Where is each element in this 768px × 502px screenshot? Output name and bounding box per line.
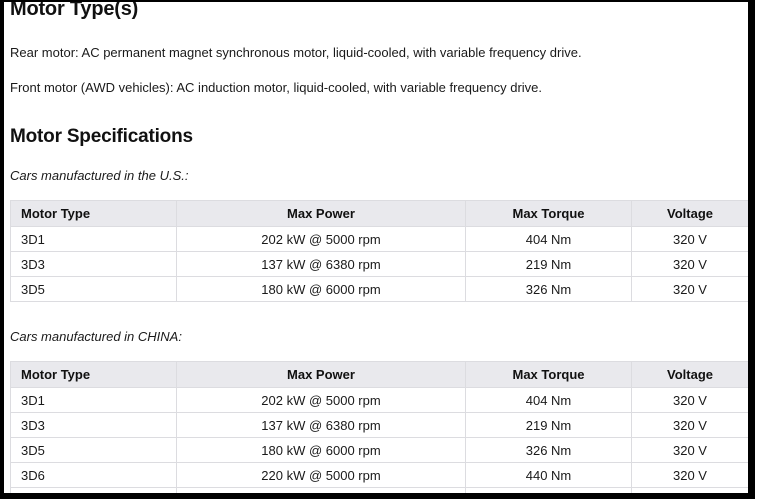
cell-voltage: 320 V xyxy=(631,437,748,463)
cell-motor-type: 3D5 xyxy=(10,437,177,463)
cell-voltage: 320 V xyxy=(631,412,748,438)
table-row: 3D5 180 kW @ 6000 rpm 326 Nm 320 V xyxy=(10,276,748,302)
cell-motor-type: 3D3 xyxy=(10,412,177,438)
cell-max-power: 202 kW @ 5000 rpm xyxy=(176,387,466,413)
table-header-china: Motor Type Max Power Max Torque Voltage xyxy=(10,361,748,388)
window-frame-left xyxy=(0,0,4,502)
cell-motor-type: 3D1 xyxy=(10,387,177,413)
column-header-voltage: Voltage xyxy=(631,361,748,388)
cell-max-torque: 326 Nm xyxy=(465,437,632,463)
front-motor-description: Front motor (AWD vehicles): AC induction… xyxy=(10,80,543,95)
cell-max-torque: 440 Nm xyxy=(465,462,632,488)
column-header-voltage: Voltage xyxy=(631,200,748,227)
table-header-row: Motor Type Max Power Max Torque Voltage xyxy=(10,361,748,388)
cell-max-torque: 404 Nm xyxy=(465,387,632,413)
table-row: 3D7 194 kW @ 5400 rpm 340 Nm 320 V xyxy=(10,487,748,493)
caption-china-table: Cars manufactured in CHINA: xyxy=(10,329,182,344)
cell-voltage: 320 V xyxy=(631,251,748,277)
cell-max-power: 137 kW @ 6380 rpm xyxy=(176,251,466,277)
spacer xyxy=(10,96,742,124)
spacer xyxy=(10,345,742,361)
motor-specs-table-us: Motor Type Max Power Max Torque Voltage … xyxy=(10,200,748,302)
cell-max-power: 180 kW @ 6000 rpm xyxy=(176,437,466,463)
table-row: 3D5 180 kW @ 6000 rpm 326 Nm 320 V xyxy=(10,437,748,463)
column-header-max-torque: Max Torque xyxy=(465,200,632,227)
cell-max-torque: 326 Nm xyxy=(465,276,632,302)
spacer xyxy=(10,184,742,200)
cell-max-torque: 219 Nm xyxy=(465,412,632,438)
document-content: Motor Type(s) Rear motor: AC permanent m… xyxy=(4,2,748,493)
cell-voltage: 320 V xyxy=(631,387,748,413)
cell-max-torque: 219 Nm xyxy=(465,251,632,277)
table-row: 3D1 202 kW @ 5000 rpm 404 Nm 320 V xyxy=(10,387,748,413)
spacer xyxy=(10,22,742,44)
document-viewport[interactable]: Motor Type(s) Rear motor: AC permanent m… xyxy=(4,2,748,493)
table-row: 3D1 202 kW @ 5000 rpm 404 Nm 320 V xyxy=(10,226,748,252)
table-row: 3D3 137 kW @ 6380 rpm 219 Nm 320 V xyxy=(10,412,748,438)
cell-max-torque: 404 Nm xyxy=(465,226,632,252)
caption-us-table: Cars manufactured in the U.S.: xyxy=(10,168,189,183)
motor-specifications-heading: Motor Specifications xyxy=(10,126,193,147)
page-margin-bottom xyxy=(0,499,768,502)
spacer xyxy=(10,149,742,167)
column-header-motor-type: Motor Type xyxy=(10,200,177,227)
window-frame-bottom xyxy=(0,493,768,499)
spacer xyxy=(10,302,742,328)
cell-motor-type: 3D3 xyxy=(10,251,177,277)
window-frame-top xyxy=(0,0,768,2)
cell-voltage: 320 V xyxy=(631,462,748,488)
table-header-us: Motor Type Max Power Max Torque Voltage xyxy=(10,200,748,227)
table-body-us: 3D1 202 kW @ 5000 rpm 404 Nm 320 V 3D3 1… xyxy=(10,226,748,302)
column-header-max-power: Max Power xyxy=(176,200,466,227)
table-body-china: 3D1 202 kW @ 5000 rpm 404 Nm 320 V 3D3 1… xyxy=(10,387,748,493)
page-margin-right xyxy=(755,0,768,502)
cell-max-power: 220 kW @ 5000 rpm xyxy=(176,462,466,488)
table-row: 3D6 220 kW @ 5000 rpm 440 Nm 320 V xyxy=(10,462,748,488)
window-frame-right xyxy=(748,0,755,502)
spacer xyxy=(10,61,742,79)
cell-max-power: 137 kW @ 6380 rpm xyxy=(176,412,466,438)
cell-voltage: 320 V xyxy=(631,487,748,493)
rear-motor-description: Rear motor: AC permanent magnet synchron… xyxy=(10,45,582,60)
column-header-motor-type: Motor Type xyxy=(10,361,177,388)
motor-specs-table-china: Motor Type Max Power Max Torque Voltage … xyxy=(10,361,748,493)
cell-motor-type: 3D1 xyxy=(10,226,177,252)
cell-voltage: 320 V xyxy=(631,226,748,252)
cell-max-power: 202 kW @ 5000 rpm xyxy=(176,226,466,252)
cell-max-power: 180 kW @ 6000 rpm xyxy=(176,276,466,302)
cell-motor-type: 3D5 xyxy=(10,276,177,302)
column-header-max-power: Max Power xyxy=(176,361,466,388)
column-header-max-torque: Max Torque xyxy=(465,361,632,388)
table-row: 3D3 137 kW @ 6380 rpm 219 Nm 320 V xyxy=(10,251,748,277)
cell-motor-type: 3D6 xyxy=(10,462,177,488)
table-header-row: Motor Type Max Power Max Torque Voltage xyxy=(10,200,748,227)
cell-voltage: 320 V xyxy=(631,276,748,302)
page-title: Motor Type(s) xyxy=(10,2,139,20)
